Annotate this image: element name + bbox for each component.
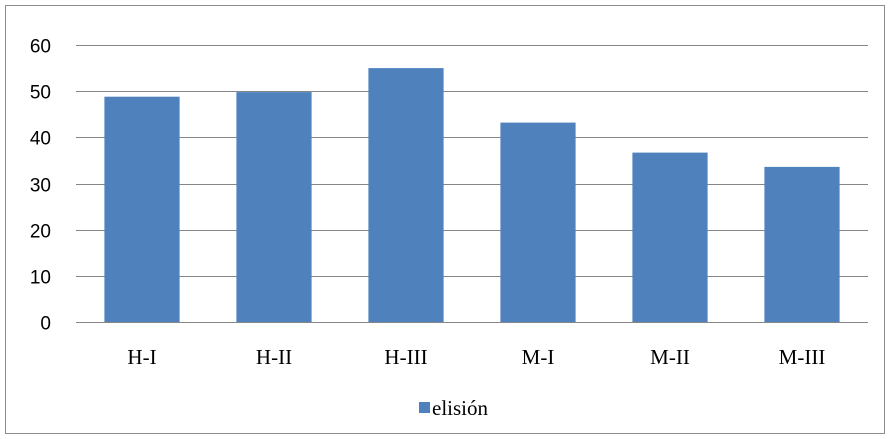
y-tick-label: 0 <box>40 314 51 335</box>
bar-chart: 0 10 20 30 40 50 60 H-I H-II H-III M-I M-II M-III e… <box>30 37 868 420</box>
legend: elisión <box>419 396 488 420</box>
bar-h-ii <box>236 92 312 322</box>
chart-frame: 0 10 20 30 40 50 60 H-I H-II H-III M-I M-II M-III e… <box>5 5 885 434</box>
x-tick-label: H-I <box>127 345 156 369</box>
y-tick-label: 20 <box>30 222 51 243</box>
x-tick-labels: H-I H-II H-III M-I M-II M-III <box>127 345 825 369</box>
legend-swatch <box>419 402 430 413</box>
x-tick-label: H-II <box>256 345 292 369</box>
y-tick-label: 30 <box>30 176 51 197</box>
y-tick-label: 10 <box>30 268 51 289</box>
y-tick-label: 40 <box>30 129 51 150</box>
x-tick-label: M-II <box>650 345 690 369</box>
bar-m-iii <box>764 166 840 322</box>
y-tick-label: 50 <box>30 83 51 104</box>
bar-h-i <box>104 96 180 322</box>
bar-m-ii <box>632 152 708 322</box>
y-tick-label: 60 <box>30 37 51 58</box>
gridlines <box>76 45 868 277</box>
bar-m-i <box>500 122 576 322</box>
x-tick-label: M-I <box>522 345 555 369</box>
legend-label: elisión <box>432 396 488 420</box>
y-tick-labels: 0 10 20 30 40 50 60 <box>30 37 51 335</box>
bars <box>104 68 840 322</box>
bar-h-iii <box>368 68 444 322</box>
x-tick-label: M-III <box>779 345 826 369</box>
x-tick-label: H-III <box>384 345 427 369</box>
